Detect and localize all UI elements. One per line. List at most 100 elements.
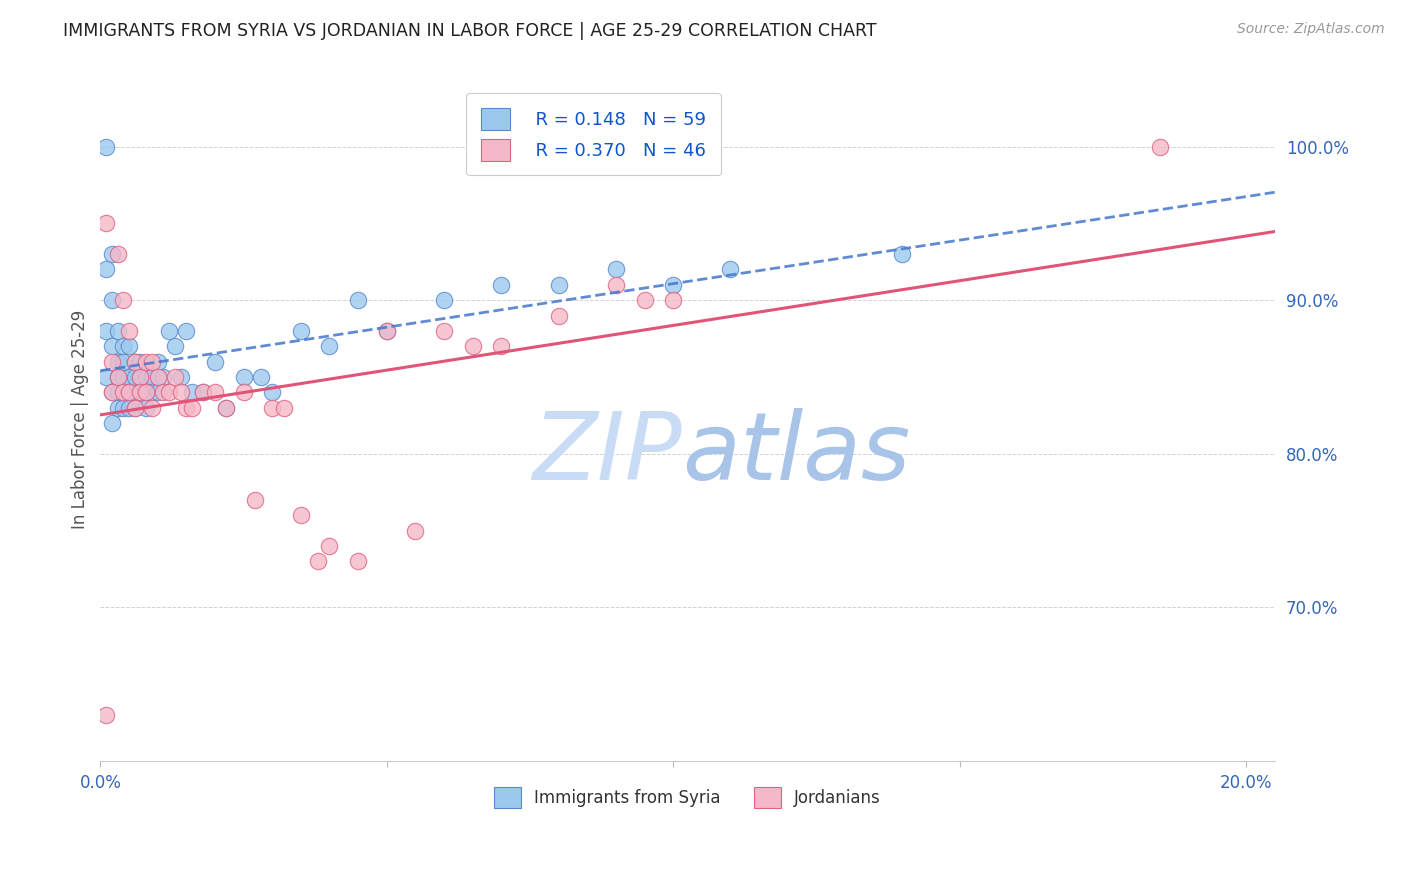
Point [633,293,655,308]
Point [232,370,254,384]
Point [720,262,742,277]
Y-axis label: In Labor Force | Age 25-29: In Labor Force | Age 25-29 [72,310,89,529]
Text: IMMIGRANTS FROM SYRIA VS JORDANIAN IN LABOR FORCE | AGE 25-29 CORRELATION CHART: IMMIGRANTS FROM SYRIA VS JORDANIAN IN LA… [63,22,877,40]
Point [1149,139,1171,153]
Point [124,385,146,400]
Point [174,324,197,338]
Point [181,401,204,415]
Point [107,370,129,384]
Point [118,401,141,415]
Point [101,293,124,308]
Point [135,354,157,368]
Point [101,385,124,400]
Point [94,139,117,153]
Point [232,385,254,400]
Text: ZIP: ZIP [531,408,682,499]
Point [124,370,146,384]
Point [347,293,370,308]
Point [129,385,152,400]
Point [215,401,238,415]
Point [135,385,157,400]
Point [107,401,129,415]
Point [118,385,141,400]
Point [94,708,117,723]
Point [107,324,129,338]
Point [249,370,271,384]
Point [318,539,340,553]
Point [101,385,124,400]
Point [112,293,135,308]
Point [94,370,117,384]
Point [193,385,215,400]
Point [112,370,135,384]
Point [152,370,174,384]
Point [262,385,284,400]
Point [605,262,627,277]
Point [141,401,163,415]
Point [141,354,163,368]
Point [129,385,152,400]
Point [461,339,484,353]
Point [181,385,204,400]
Point [273,401,295,415]
Point [118,385,141,400]
Point [112,339,135,353]
Point [433,324,456,338]
Point [129,370,152,384]
Point [94,216,117,230]
Point [547,277,569,292]
Point [547,309,569,323]
Point [141,385,163,400]
Point [605,277,627,292]
Point [124,354,146,368]
Point [174,401,197,415]
Point [129,370,152,384]
Point [215,401,238,415]
Point [112,385,135,400]
Point [157,324,180,338]
Point [107,370,129,384]
Point [204,354,226,368]
Point [243,492,266,507]
Point [118,339,141,353]
Point [135,401,157,415]
Point [141,370,163,384]
Point [163,339,186,353]
Point [169,370,191,384]
Point [107,354,129,368]
Point [290,508,312,523]
Point [112,354,135,368]
Point [290,324,312,338]
Point [135,370,157,384]
Point [404,524,426,538]
Point [433,293,456,308]
Point [169,385,191,400]
Point [204,385,226,400]
Point [94,324,117,338]
Text: Source: ZipAtlas.com: Source: ZipAtlas.com [1237,22,1385,37]
Point [163,370,186,384]
Point [307,554,329,568]
Point [101,416,124,430]
Point [124,401,146,415]
Point [107,385,129,400]
Point [107,247,129,261]
Point [891,247,914,261]
Point [124,401,146,415]
Point [146,354,169,368]
Point [101,354,124,368]
Point [318,339,340,353]
Point [135,385,157,400]
Legend: Immigrants from Syria, Jordanians: Immigrants from Syria, Jordanians [488,780,887,814]
Point [118,324,141,338]
Point [662,277,685,292]
Point [118,370,141,384]
Point [146,385,169,400]
Point [146,370,169,384]
Point [94,262,117,277]
Point [262,401,284,415]
Point [124,354,146,368]
Point [491,339,513,353]
Point [375,324,398,338]
Point [129,354,152,368]
